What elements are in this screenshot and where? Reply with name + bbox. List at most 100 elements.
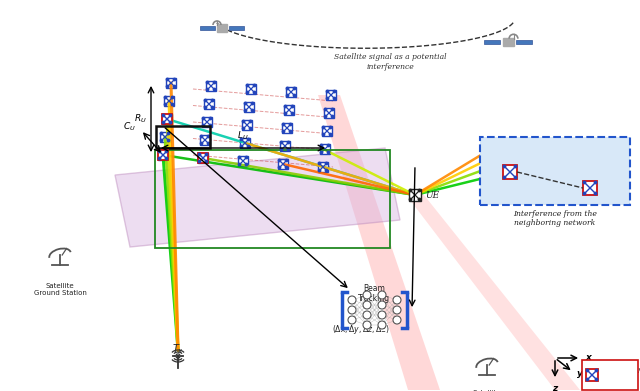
Bar xyxy=(284,105,294,115)
Circle shape xyxy=(172,103,173,106)
Circle shape xyxy=(202,117,205,120)
Circle shape xyxy=(198,160,201,163)
Circle shape xyxy=(327,144,330,147)
Circle shape xyxy=(280,141,283,144)
Circle shape xyxy=(419,189,420,192)
Circle shape xyxy=(205,160,208,163)
Bar xyxy=(200,26,215,30)
Bar xyxy=(160,132,170,142)
Polygon shape xyxy=(410,190,580,390)
Circle shape xyxy=(205,160,208,163)
Bar xyxy=(503,165,517,179)
Circle shape xyxy=(163,121,164,124)
Circle shape xyxy=(410,189,412,192)
Bar xyxy=(286,87,296,97)
Circle shape xyxy=(586,369,589,372)
Circle shape xyxy=(348,306,356,314)
Circle shape xyxy=(244,109,246,112)
Circle shape xyxy=(332,115,333,118)
Circle shape xyxy=(253,91,256,94)
Bar xyxy=(156,126,210,148)
Text: x: x xyxy=(585,353,591,362)
Circle shape xyxy=(326,90,329,93)
Bar xyxy=(158,150,168,160)
Circle shape xyxy=(326,97,329,100)
Circle shape xyxy=(170,121,172,124)
Circle shape xyxy=(378,321,386,329)
Circle shape xyxy=(163,114,164,117)
Circle shape xyxy=(278,166,281,169)
Circle shape xyxy=(503,165,506,168)
Circle shape xyxy=(245,163,248,166)
Circle shape xyxy=(320,151,323,154)
Circle shape xyxy=(323,133,324,136)
Text: Satellite signal as a potential
interference: Satellite signal as a potential interfer… xyxy=(333,54,446,71)
Bar xyxy=(586,369,598,381)
Circle shape xyxy=(243,120,244,123)
Circle shape xyxy=(363,311,371,319)
Circle shape xyxy=(583,192,586,195)
Circle shape xyxy=(286,94,289,97)
Circle shape xyxy=(586,378,589,381)
Bar xyxy=(204,99,214,109)
Circle shape xyxy=(318,169,321,172)
Circle shape xyxy=(333,97,336,100)
Circle shape xyxy=(166,78,169,81)
Circle shape xyxy=(332,108,333,111)
Circle shape xyxy=(289,130,292,133)
Circle shape xyxy=(198,153,201,156)
Bar xyxy=(155,150,390,248)
Bar xyxy=(318,162,328,172)
Bar xyxy=(240,138,250,148)
Circle shape xyxy=(170,121,172,124)
Circle shape xyxy=(244,102,246,105)
Circle shape xyxy=(252,109,253,112)
Bar xyxy=(516,40,532,44)
Circle shape xyxy=(165,157,168,160)
Circle shape xyxy=(333,90,336,93)
Circle shape xyxy=(287,141,290,144)
Circle shape xyxy=(291,112,294,115)
Circle shape xyxy=(209,124,212,127)
Circle shape xyxy=(378,301,386,309)
Circle shape xyxy=(287,148,290,151)
Circle shape xyxy=(378,291,386,299)
Circle shape xyxy=(291,105,294,108)
Bar xyxy=(198,153,208,163)
Circle shape xyxy=(205,153,208,156)
Circle shape xyxy=(158,150,161,153)
Circle shape xyxy=(213,81,216,84)
Circle shape xyxy=(323,126,324,129)
Circle shape xyxy=(211,99,214,102)
Bar xyxy=(158,150,168,160)
Circle shape xyxy=(393,316,401,324)
Circle shape xyxy=(252,102,253,105)
Bar xyxy=(280,141,290,151)
Circle shape xyxy=(165,150,168,153)
Circle shape xyxy=(330,126,332,129)
Circle shape xyxy=(282,123,285,126)
Circle shape xyxy=(282,130,285,133)
Text: Satellite
Ground Station: Satellite Ground Station xyxy=(33,283,86,296)
Circle shape xyxy=(200,142,203,145)
Circle shape xyxy=(348,296,356,304)
Circle shape xyxy=(170,114,172,117)
Circle shape xyxy=(595,181,596,184)
Circle shape xyxy=(238,163,241,166)
Bar xyxy=(162,114,172,124)
Circle shape xyxy=(330,133,332,136)
Bar xyxy=(238,156,248,166)
Circle shape xyxy=(325,169,328,172)
Circle shape xyxy=(160,139,163,142)
Bar xyxy=(326,90,336,100)
Circle shape xyxy=(238,156,241,159)
Circle shape xyxy=(167,132,170,135)
Circle shape xyxy=(170,114,172,117)
Circle shape xyxy=(286,87,289,90)
Circle shape xyxy=(172,96,173,99)
Circle shape xyxy=(164,96,166,99)
Circle shape xyxy=(324,115,326,118)
Circle shape xyxy=(325,162,328,165)
Bar xyxy=(583,181,597,195)
Circle shape xyxy=(515,165,516,168)
